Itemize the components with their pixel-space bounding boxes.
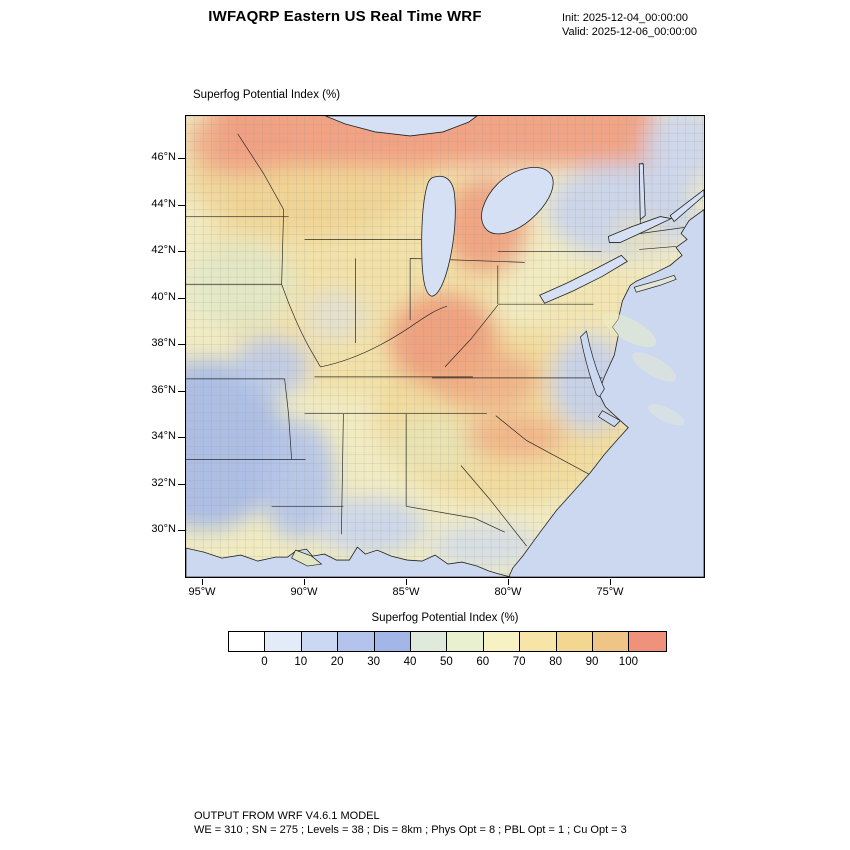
colorbar-tick-label: 100 <box>618 656 638 668</box>
colorbar-cell <box>229 632 266 651</box>
colorbar-cell <box>592 632 630 651</box>
y-tick-mark <box>178 158 185 159</box>
map-canvas <box>185 115 705 578</box>
valid-time: Valid: 2025-12-06_00:00:00 <box>562 26 697 38</box>
colorbar-labels: 0 10 20 30 40 50 60 70 80 90 100 <box>228 656 665 670</box>
y-tick-label: 44°N <box>151 197 176 210</box>
colorbar-tick-label: 40 <box>403 656 417 668</box>
colorbar-tick-label: 80 <box>549 656 562 668</box>
x-tick-label: 95°W <box>188 586 216 598</box>
footer-line1: OUTPUT FROM WRF V4.6.1 MODEL <box>194 810 380 822</box>
y-tick-label: 42°N <box>151 244 176 256</box>
colorbar-cell <box>301 632 339 651</box>
x-tick-label: 90°W <box>290 586 318 598</box>
colorbar-cell <box>338 632 375 651</box>
y-tick-mark <box>178 297 185 299</box>
superfog-map <box>186 116 704 577</box>
model-footer: OUTPUT FROM WRF V4.6.1 MODEL WE = 310 ; … <box>194 809 627 837</box>
run-info: Init: 2025-12-04_00:00:00 Valid: 2025-12… <box>562 11 697 39</box>
colorbar-tick-label: 30 <box>367 656 380 668</box>
ocean <box>186 209 704 577</box>
colorbar-tick-label: 60 <box>476 656 490 668</box>
colorbar-tick-label: 10 <box>294 656 308 668</box>
map-subtitle: Superfog Potential Index (%) <box>193 89 341 101</box>
x-tick-label: 75°W <box>596 586 624 598</box>
colorbar-cell <box>374 632 411 651</box>
y-tick-mark <box>178 251 185 252</box>
y-tick-mark <box>178 390 185 392</box>
page-title: IWFAQRP Eastern US Real Time WRF <box>208 8 482 25</box>
x-tick-label: 80°W <box>494 586 522 598</box>
y-tick-mark <box>178 530 185 531</box>
x-tick-mark <box>610 579 611 585</box>
x-tick-mark <box>304 579 305 585</box>
colorbar-cell <box>483 632 521 651</box>
colorbar-cell <box>410 632 448 651</box>
y-tick-label: 30°N <box>151 523 176 535</box>
colorbar-cell <box>556 632 593 651</box>
y-tick-mark <box>178 483 185 485</box>
y-tick-label: 46°N <box>151 151 176 163</box>
y-tick-label: 34°N <box>151 430 176 442</box>
footer-line2: WE = 310 ; SN = 275 ; Levels = 38 ; Dis … <box>194 824 627 836</box>
x-tick-mark <box>508 579 509 585</box>
x-tick-mark <box>406 579 407 585</box>
colorbar-cell <box>265 632 302 651</box>
colorbar-cell <box>520 632 557 651</box>
colorbar-tick-label: 90 <box>585 656 599 668</box>
colorbar-tick-label: 0 <box>261 656 268 668</box>
init-time: Init: 2025-12-04_00:00:00 <box>562 12 688 24</box>
state-borders <box>186 133 685 547</box>
colorbar-cell <box>629 632 666 651</box>
y-tick-label: 38°N <box>151 337 176 349</box>
bays <box>580 330 621 428</box>
y-tick-mark <box>178 204 185 206</box>
colorbar-tick-label: 70 <box>512 656 526 668</box>
colorbar <box>228 631 667 652</box>
colorbar-tick-label: 50 <box>439 656 453 668</box>
y-tick-mark <box>178 437 185 438</box>
coastal-features <box>291 274 685 567</box>
colorbar-cell <box>447 632 484 651</box>
x-tick-mark <box>202 579 203 585</box>
great-lakes <box>325 116 704 304</box>
y-tick-label: 32°N <box>151 476 176 489</box>
colorbar-tick-label: 20 <box>330 656 344 668</box>
x-tick-label: 85°W <box>392 586 420 598</box>
y-tick-label: 36°N <box>151 383 176 396</box>
colorbar-title: Superfog Potential Index (%) <box>371 612 519 624</box>
y-tick-label: 40°N <box>151 290 176 303</box>
y-tick-mark <box>178 344 185 345</box>
